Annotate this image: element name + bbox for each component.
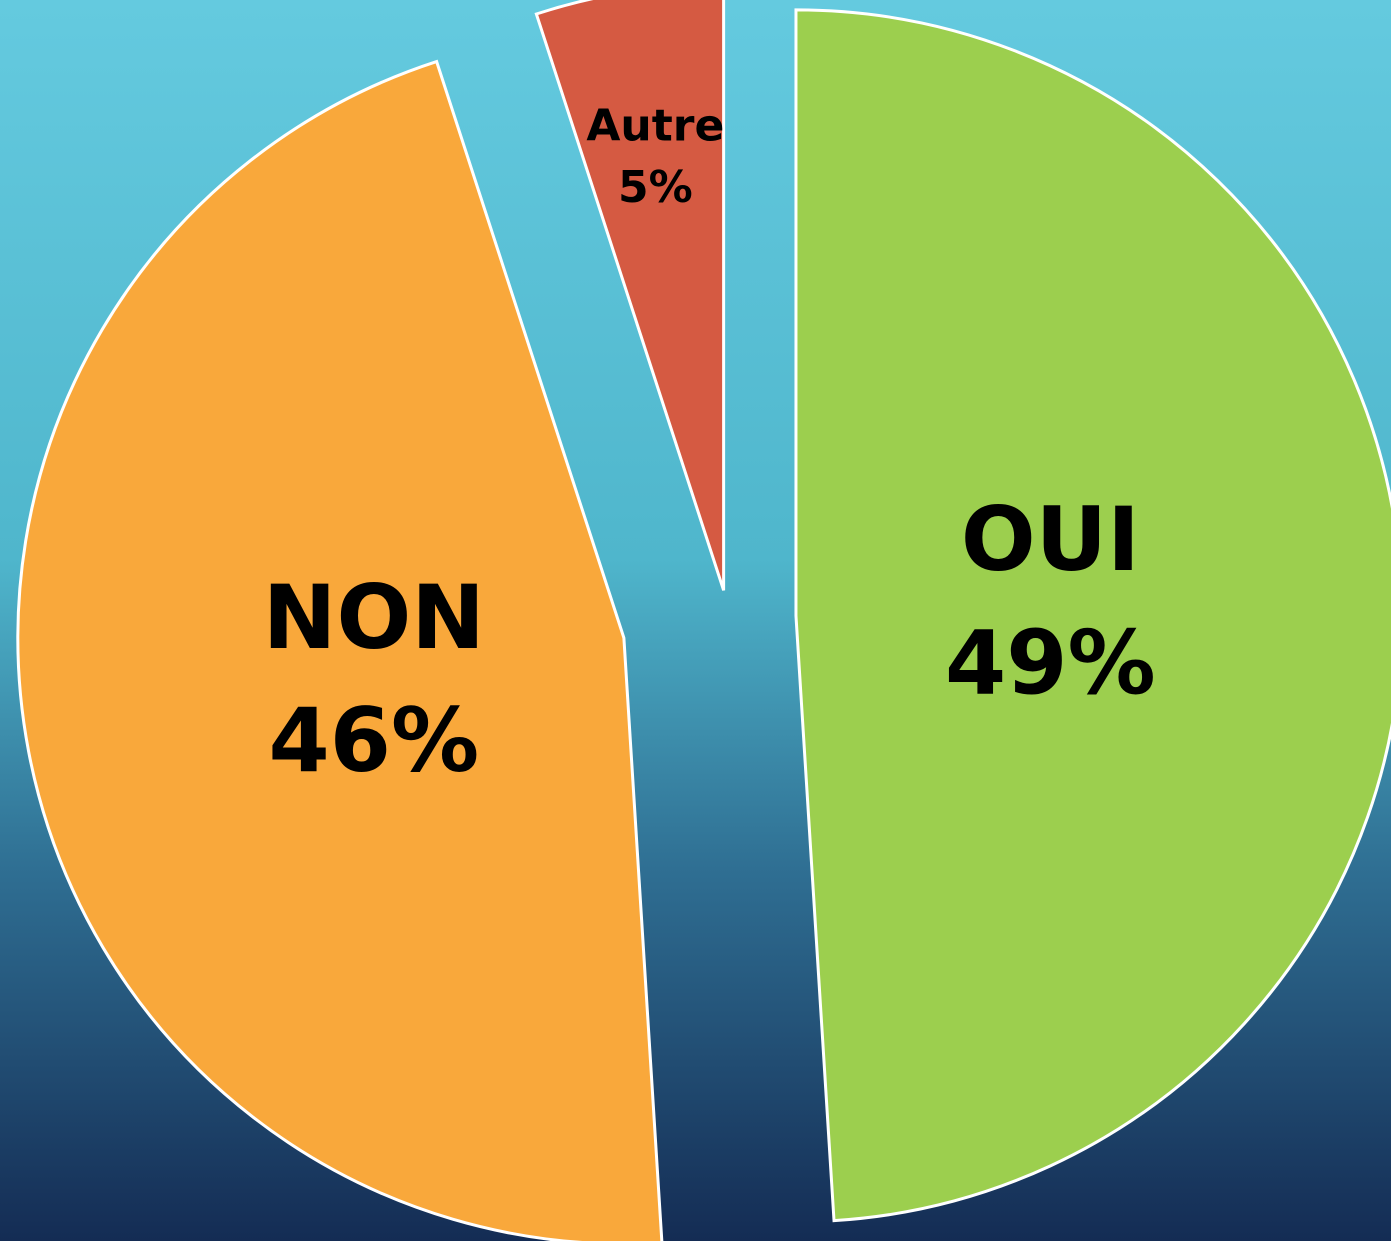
pie-slice xyxy=(534,0,726,591)
slice-value-label: 5% xyxy=(618,162,693,213)
pie-slice xyxy=(794,8,1391,1223)
slice-label: OUI xyxy=(961,488,1140,591)
slice-label: NON xyxy=(263,566,485,669)
slice-value-label: 49% xyxy=(945,611,1156,714)
pie-slice xyxy=(16,59,664,1241)
slice-value-label: 46% xyxy=(269,689,480,792)
slice-label: Autre xyxy=(586,101,724,152)
